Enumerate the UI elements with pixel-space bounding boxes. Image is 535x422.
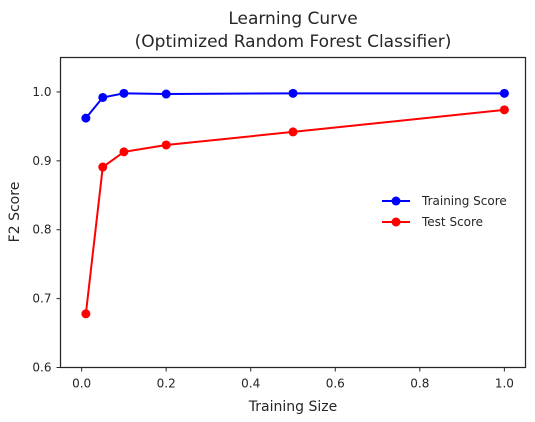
data-point-training-score <box>119 88 129 98</box>
plot-area-frame <box>59 56 527 369</box>
x-tick-label: 0.6 <box>326 377 345 391</box>
y-tick-label: 0.8 <box>32 223 51 237</box>
data-point-training-score <box>98 92 108 102</box>
data-point-test-score <box>499 105 509 115</box>
y-tick-label: 1.0 <box>32 85 51 99</box>
legend-marker <box>391 196 401 206</box>
data-point-test-score <box>288 127 298 137</box>
x-tick-label: 0.8 <box>410 377 429 391</box>
legend-label: Training Score <box>421 194 507 208</box>
data-point-training-score <box>288 88 298 98</box>
data-point-training-score <box>81 113 91 123</box>
y-axis-label: F2 Score <box>7 182 23 243</box>
y-tick-label: 0.6 <box>32 361 51 375</box>
x-tick-label: 0.2 <box>157 377 176 391</box>
legend-item-training-score: Training Score <box>382 194 507 208</box>
x-axis-label: Training Size <box>248 399 337 415</box>
x-tick-label: 0.0 <box>72 377 91 391</box>
data-point-test-score <box>161 140 171 150</box>
series-test-score <box>81 105 509 319</box>
x-axis-ticks: 0.0 0.2 0.4 0.6 0.8 1.0 <box>72 367 514 391</box>
legend-label: Test Score <box>421 215 483 229</box>
data-point-test-score <box>81 309 91 319</box>
y-axis-ticks: 0.6 0.7 0.8 0.9 1.0 <box>32 85 61 375</box>
y-tick-label: 0.7 <box>32 292 51 306</box>
series-training-score <box>81 88 509 123</box>
legend: Training Score Test Score <box>382 194 507 229</box>
series-layer <box>81 88 509 319</box>
legend-item-test-score: Test Score <box>382 215 483 229</box>
x-tick-label: 0.4 <box>241 377 260 391</box>
legend-marker <box>391 217 401 227</box>
data-point-test-score <box>119 147 129 157</box>
x-tick-label: 1.0 <box>495 377 514 391</box>
chart-title-line-2: (Optimized Random Forest Classifier) <box>135 32 452 52</box>
data-point-training-score <box>161 89 171 99</box>
chart-title-line-1: Learning Curve <box>228 9 357 29</box>
series-line-test-score <box>84 108 505 314</box>
y-tick-label: 0.9 <box>32 154 51 168</box>
data-point-training-score <box>499 88 509 98</box>
data-point-test-score <box>98 162 108 172</box>
chart-title: Learning Curve (Optimized Random Forest … <box>135 9 452 52</box>
